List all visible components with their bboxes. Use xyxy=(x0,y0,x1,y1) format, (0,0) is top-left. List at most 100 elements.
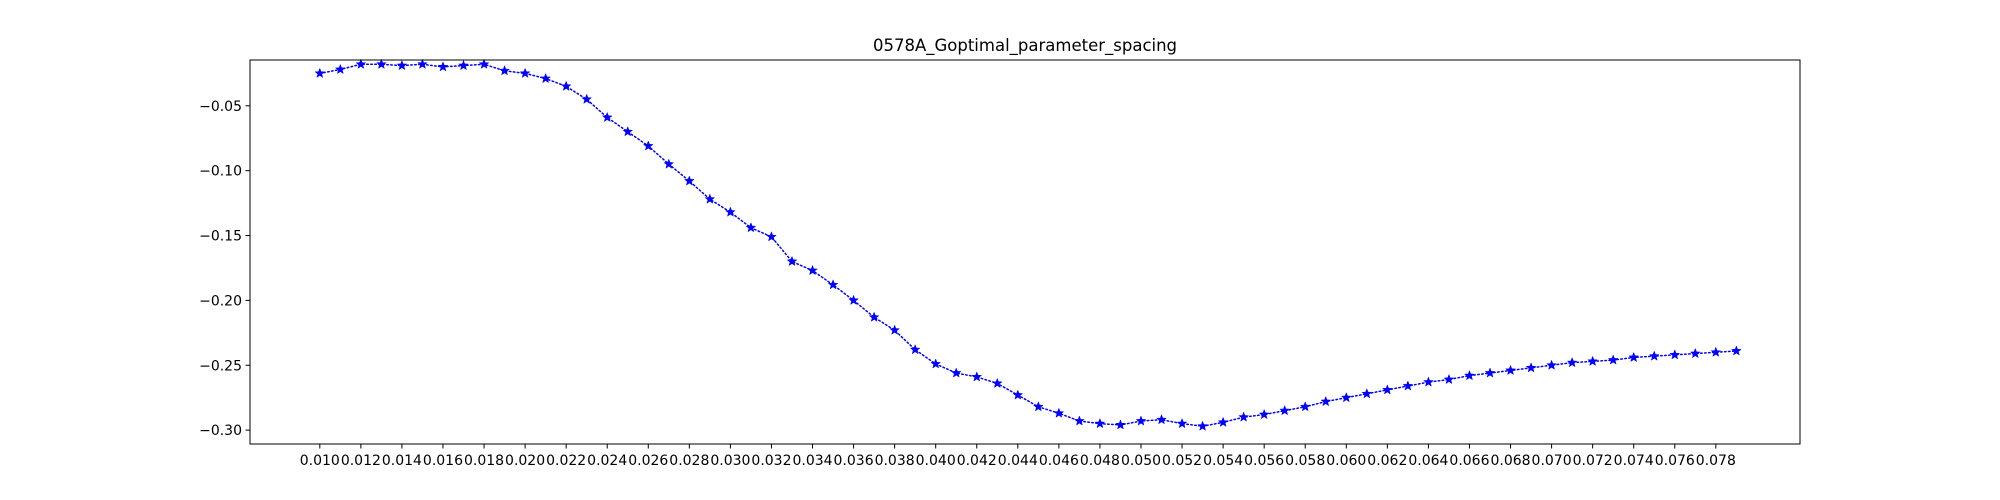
x-tick-label: 0.078 xyxy=(1696,453,1736,469)
data-point-marker xyxy=(1484,367,1496,378)
axes: 0.010 0.012 0.014 0.016 0.018 0.020 0.022 0.024… xyxy=(199,99,1736,469)
x-tick-label: 0.040 xyxy=(916,453,956,469)
data-point-marker xyxy=(1381,384,1393,395)
x-tick-label: 0.050 xyxy=(1121,453,1161,469)
data-point-marker xyxy=(1053,407,1065,418)
data-point-marker xyxy=(437,61,449,72)
x-tick-label: 0.014 xyxy=(382,453,422,469)
x-tick-label: 0.026 xyxy=(628,453,668,469)
data-point-marker xyxy=(1012,389,1024,400)
series-line xyxy=(319,63,1738,427)
x-tick-label: 0.068 xyxy=(1490,453,1530,469)
data-point-marker xyxy=(745,222,757,233)
data-point-marker xyxy=(991,377,1003,389)
x-tick-label: 0.062 xyxy=(1367,453,1407,469)
data-point-marker xyxy=(1176,417,1188,429)
data-point-marker xyxy=(868,311,880,322)
data-point-marker xyxy=(1546,359,1558,370)
data-point-marker xyxy=(540,72,552,84)
data-point-marker xyxy=(1566,356,1578,368)
x-tick-label: 0.052 xyxy=(1162,453,1202,469)
data-point-marker xyxy=(1710,346,1722,357)
data-point-marker xyxy=(499,65,510,76)
x-tick-label: 0.054 xyxy=(1203,453,1243,469)
x-tick-label: 0.034 xyxy=(792,453,832,469)
data-point-marker xyxy=(458,59,469,71)
data-point-marker xyxy=(807,264,818,276)
x-tick-label: 0.024 xyxy=(587,453,627,469)
data-point-marker xyxy=(848,294,860,306)
x-tick-label: 0.048 xyxy=(1080,453,1120,469)
x-tick-label: 0.028 xyxy=(669,453,709,469)
data-point-marker xyxy=(1135,415,1147,426)
data-point-marker xyxy=(909,343,921,355)
data-point-marker xyxy=(375,58,387,69)
y-tick-label: −0.25 xyxy=(199,358,242,374)
data-point-marker xyxy=(478,58,490,69)
x-tick-label: 0.038 xyxy=(875,453,915,469)
data-point-marker xyxy=(1730,345,1742,356)
data-point-marker xyxy=(601,111,613,123)
data-point-marker xyxy=(334,63,346,75)
x-tick-label: 0.016 xyxy=(423,453,463,469)
chart-title: 0578A_Goptimal_parameter_spacing xyxy=(873,36,1177,56)
data-point-marker xyxy=(1197,420,1209,431)
x-tick-label: 0.056 xyxy=(1244,453,1284,469)
x-tick-label: 0.072 xyxy=(1573,453,1613,469)
x-tick-label: 0.018 xyxy=(464,453,504,469)
y-tick-label: −0.05 xyxy=(199,99,242,115)
x-tick-label: 0.030 xyxy=(710,453,750,469)
data-point-marker xyxy=(930,358,942,369)
plot-marks xyxy=(314,58,1742,431)
data-point-marker xyxy=(1258,408,1270,420)
data-point-marker xyxy=(889,324,901,335)
x-tick-label: 0.042 xyxy=(957,453,997,469)
x-tick-label: 0.032 xyxy=(751,453,791,469)
x-tick-label: 0.058 xyxy=(1285,453,1325,469)
data-point-marker xyxy=(1115,419,1126,430)
data-point-marker xyxy=(1279,404,1291,416)
data-point-marker xyxy=(1340,391,1352,403)
data-point-marker xyxy=(1238,411,1250,422)
y-tick-label: −0.30 xyxy=(199,423,242,439)
data-point-marker xyxy=(1689,347,1701,359)
x-tick-label: 0.046 xyxy=(1039,453,1079,469)
data-point-marker xyxy=(1094,417,1106,429)
data-point-marker xyxy=(622,126,634,137)
data-point-marker xyxy=(950,367,962,378)
x-tick-label: 0.036 xyxy=(834,453,874,469)
data-point-marker xyxy=(1443,373,1455,385)
x-tick-label: 0.012 xyxy=(341,453,381,469)
y-tick-label: −0.20 xyxy=(199,293,242,309)
data-point-marker xyxy=(1361,388,1373,399)
data-point-marker xyxy=(642,140,654,151)
x-tick-label: 0.074 xyxy=(1614,453,1654,469)
data-point-marker xyxy=(314,67,326,78)
x-tick-label: 0.060 xyxy=(1326,453,1366,469)
data-point-marker xyxy=(560,80,572,91)
data-point-marker xyxy=(519,67,531,78)
data-point-marker xyxy=(1217,416,1229,427)
data-point-marker xyxy=(766,231,777,242)
plot-frame xyxy=(249,59,1801,445)
y-tick-label: −0.15 xyxy=(199,229,242,245)
x-tick-label: 0.070 xyxy=(1532,453,1572,469)
data-point-marker xyxy=(1464,369,1475,381)
data-point-marker xyxy=(1073,415,1085,426)
data-point-marker xyxy=(724,206,736,217)
x-tick-label: 0.064 xyxy=(1408,453,1448,469)
data-point-marker xyxy=(1525,362,1537,373)
data-point-marker xyxy=(1607,354,1619,365)
data-point-marker xyxy=(417,58,428,69)
data-point-marker xyxy=(971,371,983,382)
data-point-marker xyxy=(786,255,798,267)
x-tick-label: 0.020 xyxy=(505,453,545,469)
data-point-marker xyxy=(1156,414,1167,425)
y-tick-label: −0.10 xyxy=(199,164,242,180)
data-point-marker xyxy=(1648,350,1660,361)
x-tick-label: 0.076 xyxy=(1655,453,1695,469)
data-point-marker xyxy=(1587,355,1599,366)
data-point-marker xyxy=(1032,401,1044,412)
